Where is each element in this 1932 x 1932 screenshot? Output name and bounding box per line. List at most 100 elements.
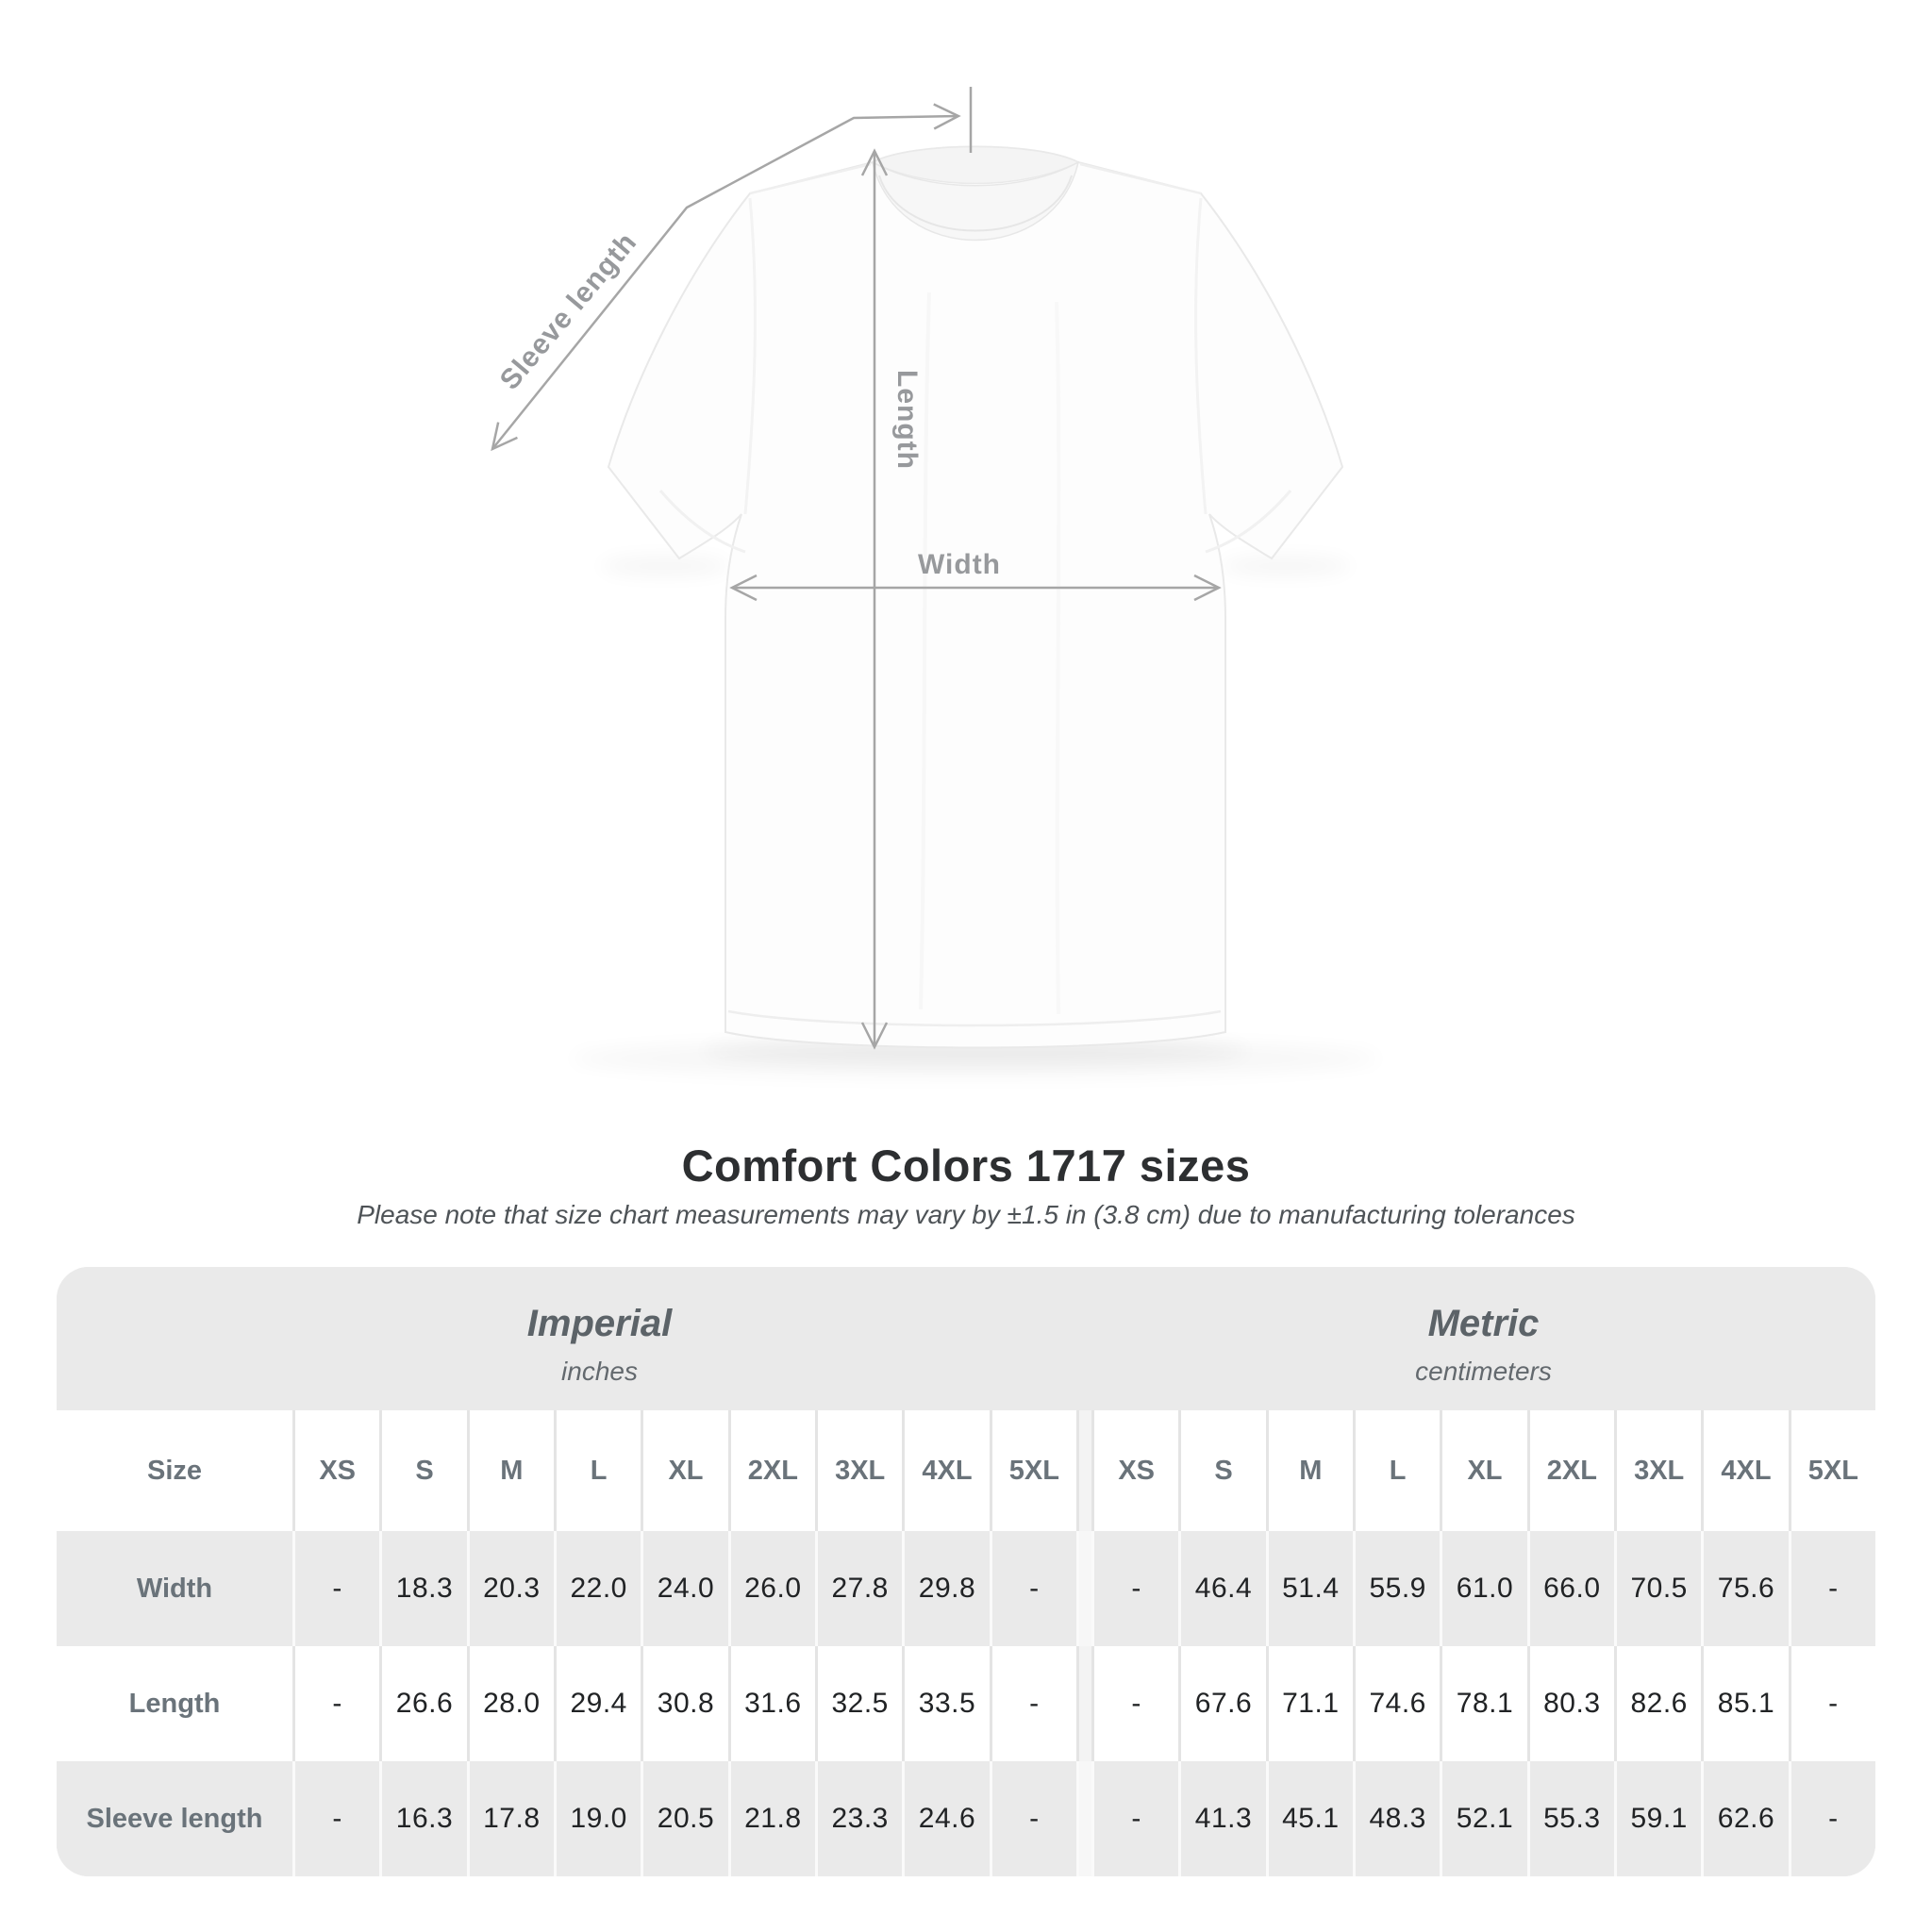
size-col-header: XL <box>641 1410 727 1531</box>
size-header-row: Size XS S M L XL 2XL 3XL 4XL 5XL XS S M … <box>57 1410 1875 1531</box>
measurement-value: 67.6 <box>1178 1646 1265 1761</box>
measurement-value: 28.0 <box>466 1646 554 1761</box>
measurement-value: 80.3 <box>1526 1646 1614 1761</box>
metric-units: centimeters <box>1415 1356 1552 1386</box>
measurement-value: 82.6 <box>1614 1646 1701 1761</box>
measurement-value: 70.5 <box>1614 1531 1701 1646</box>
page-title: Comfort Colors 1717 sizes <box>681 1141 1251 1191</box>
shoulder-seam <box>1079 162 1202 195</box>
size-col-header: XS <box>1091 1410 1178 1531</box>
unit-group-divider <box>1076 1646 1091 1761</box>
measurement-value: - <box>989 1761 1076 1876</box>
size-col-header: 4XL <box>1701 1410 1788 1531</box>
sleeve-shadow <box>1220 557 1352 575</box>
measurement-value: 17.8 <box>466 1761 554 1876</box>
size-col-header: 3XL <box>1614 1410 1701 1531</box>
measurement-value: 29.4 <box>554 1646 641 1761</box>
measurement-value: - <box>292 1531 379 1646</box>
unit-group-divider <box>1076 1761 1091 1876</box>
sleeve-shadow <box>599 557 731 575</box>
unit-group-row: Imperial inches Metric centimeters <box>57 1267 1875 1410</box>
measurement-value: 23.3 <box>815 1761 902 1876</box>
imperial-group-header: Imperial inches <box>57 1267 1076 1410</box>
measurement-value: 19.0 <box>554 1761 641 1876</box>
size-col-header: XS <box>292 1410 379 1531</box>
body-crease <box>1055 301 1061 1015</box>
armhole-seam <box>1194 197 1208 515</box>
measurement-value: 59.1 <box>1614 1761 1701 1876</box>
sleeve-crease <box>1205 490 1292 554</box>
measurement-value: 26.6 <box>379 1646 466 1761</box>
measurement-value: - <box>1788 1646 1875 1761</box>
row-label: Length <box>128 1688 221 1719</box>
sleeve-crease <box>658 490 746 554</box>
measurement-value: 41.3 <box>1178 1761 1265 1876</box>
row-label: Width <box>136 1573 213 1604</box>
measurement-value: 33.5 <box>902 1646 989 1761</box>
tshirt-body <box>607 145 1344 1049</box>
measurement-value: 22.0 <box>554 1531 641 1646</box>
measurement-value: 74.6 <box>1353 1646 1440 1761</box>
measurement-value: 75.6 <box>1701 1531 1788 1646</box>
sleeve-length-arrow <box>491 103 961 452</box>
size-col-header: L <box>554 1410 641 1531</box>
size-col-header: 2XL <box>727 1410 815 1531</box>
measurement-value: - <box>1091 1646 1178 1761</box>
measurement-value: - <box>1091 1531 1178 1646</box>
unit-group-divider <box>1076 1267 1091 1410</box>
tolerance-note: Please note that size chart measurements… <box>357 1200 1575 1229</box>
metric-group-header: Metric centimeters <box>1091 1267 1875 1410</box>
measurement-value: 18.3 <box>379 1531 466 1646</box>
measurement-value: - <box>1091 1761 1178 1876</box>
size-col-header: 5XL <box>989 1410 1076 1531</box>
measurement-value: - <box>292 1761 379 1876</box>
imperial-label: Imperial <box>526 1302 673 1344</box>
size-col-header: S <box>379 1410 466 1531</box>
size-col-header: 5XL <box>1788 1410 1875 1531</box>
measurement-value: 29.8 <box>902 1531 989 1646</box>
measurement-value: 26.0 <box>727 1531 815 1646</box>
measurement-value: - <box>1788 1761 1875 1876</box>
hem-stitch <box>727 1009 1222 1027</box>
table-corner-label: Size <box>146 1455 203 1486</box>
measurement-value: 71.1 <box>1265 1646 1353 1761</box>
size-col-header: S <box>1178 1410 1265 1531</box>
measurement-value: 24.6 <box>902 1761 989 1876</box>
metric-label: Metric <box>1427 1302 1540 1344</box>
tshirt-measurement-diagram: Sleeve length Length Width <box>491 87 1352 1064</box>
size-col-header: L <box>1353 1410 1440 1531</box>
measurement-value: 46.4 <box>1178 1531 1265 1646</box>
size-col-header: 4XL <box>902 1410 989 1531</box>
size-col-header: 3XL <box>815 1410 902 1531</box>
size-col-header: 2XL <box>1526 1410 1614 1531</box>
measurement-value: - <box>989 1531 1076 1646</box>
measurement-value: - <box>292 1646 379 1761</box>
unit-group-divider <box>1076 1410 1091 1531</box>
measurement-value: 27.8 <box>815 1531 902 1646</box>
measurement-value: 16.3 <box>379 1761 466 1876</box>
measurement-value: - <box>989 1646 1076 1761</box>
size-col-header: XL <box>1440 1410 1526 1531</box>
measurement-value: 61.0 <box>1440 1531 1526 1646</box>
row-label: Sleeve length <box>86 1803 263 1834</box>
measurement-value: 20.5 <box>641 1761 727 1876</box>
imperial-units: inches <box>561 1356 638 1386</box>
measurement-value: 24.0 <box>641 1531 727 1646</box>
table-row-sleeve-length: Sleeve length - 16.3 17.8 19.0 20.5 21.8… <box>57 1761 1875 1876</box>
measurement-value: 20.3 <box>466 1531 554 1646</box>
measurement-value: 30.8 <box>641 1646 727 1761</box>
measurement-value: 51.4 <box>1265 1531 1353 1646</box>
size-table: Imperial inches Metric centimeters Size … <box>57 1267 1875 1876</box>
measurement-value: 52.1 <box>1440 1761 1526 1876</box>
sleeve-length-label: Sleeve length <box>494 226 643 395</box>
size-col-header: M <box>1265 1410 1353 1531</box>
measurement-value: - <box>1788 1531 1875 1646</box>
measurement-value: 55.9 <box>1353 1531 1440 1646</box>
measurement-value: 78.1 <box>1440 1646 1526 1761</box>
length-label: Length <box>891 370 923 470</box>
measurement-value: 66.0 <box>1526 1531 1614 1646</box>
table-row-width: Width - 18.3 20.3 22.0 24.0 26.0 27.8 29… <box>57 1531 1875 1646</box>
size-col-header: M <box>466 1410 554 1531</box>
measurement-value: 32.5 <box>815 1646 902 1761</box>
measurement-value: 62.6 <box>1701 1761 1788 1876</box>
